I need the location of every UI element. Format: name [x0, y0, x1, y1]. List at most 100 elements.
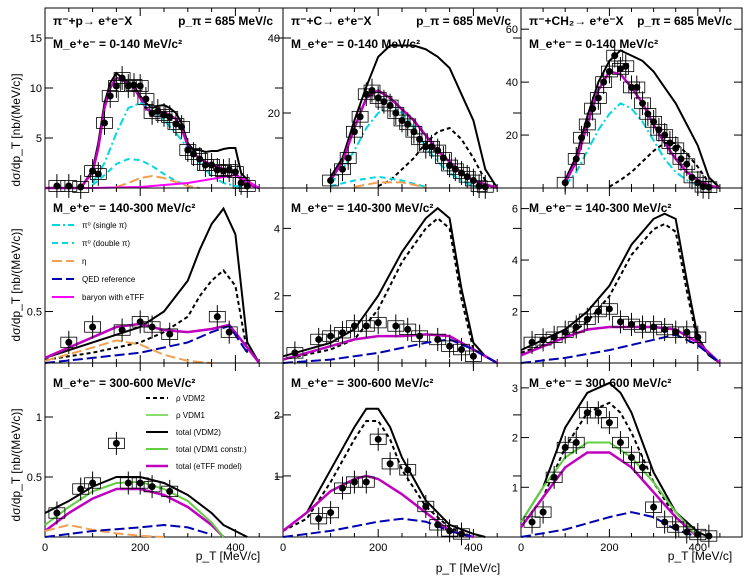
panel-ch2-low: 20 40 60 M_e⁺e⁻ = 0-140 MeV/c² π⁻+CH₂→ e⁺e⁻X… — [506, 7, 743, 200]
y-tick-label: 0.5 — [27, 307, 42, 319]
data-point — [362, 478, 370, 486]
xlabel-right: p_T [MeV/c] — [668, 549, 732, 563]
panel-frame — [44, 7, 284, 189]
data-point — [639, 463, 647, 471]
series-rho_vdm2 — [44, 268, 249, 361]
data-point — [561, 444, 569, 452]
series-total_etff — [44, 322, 261, 364]
data-point — [539, 336, 547, 344]
y-tick-label: 10 — [30, 83, 42, 95]
panel-frame — [282, 7, 522, 189]
data-point — [362, 322, 370, 330]
series-rho_vdm2 — [282, 216, 475, 361]
data-point — [220, 167, 227, 175]
data-point — [172, 120, 180, 128]
data-point — [639, 323, 647, 331]
data-point — [683, 160, 691, 168]
series-qed — [44, 523, 212, 538]
reaction-title: π⁻+CH₂→ e⁺e⁻X — [529, 14, 624, 28]
data-point — [458, 346, 465, 354]
y-tick-label: 40 — [268, 33, 280, 45]
series-total_etff — [282, 474, 474, 539]
data-point — [374, 319, 382, 327]
data-point — [672, 328, 680, 336]
panel-ch2-high: 0 200 400 1 2 3 M_e⁺e⁻ = 300-600 MeV/c² — [512, 362, 743, 554]
data-point — [89, 167, 97, 175]
mass-bin-label: M_e⁺e⁻ = 300-600 MeV/c² — [529, 376, 671, 390]
data-point — [434, 335, 442, 343]
data-point — [350, 478, 358, 486]
legend-models: ρ VDM2 ρ VDM1 total (VDM2) total (VDM1 cons… — [146, 394, 247, 471]
legend-entry: total (eTFF model) — [176, 462, 242, 471]
data-point — [118, 326, 126, 334]
data-point — [327, 509, 335, 517]
data-point — [404, 466, 412, 474]
data-point — [231, 168, 239, 176]
data-point — [661, 326, 669, 334]
data-point — [148, 483, 156, 491]
ylabel-bottom: dσ/dp_T [nb/(MeV/c)] — [9, 408, 23, 521]
mass-bin-label: M_e⁺e⁻ = 0-140 MeV/c² — [291, 37, 420, 51]
data-point — [594, 409, 602, 417]
y-tick-label: 0.5 — [27, 472, 42, 484]
data-point — [339, 165, 346, 173]
data-point — [89, 323, 97, 331]
data-point — [528, 338, 536, 346]
xlabel-mid: p_T [MeV/c] — [436, 561, 500, 575]
panel-ch2-mid: 2 4 6 M_e⁺e⁻ = 140-300 MeV/c² — [512, 187, 743, 364]
data-point — [616, 318, 624, 326]
data-point — [583, 315, 591, 323]
data-point — [166, 487, 174, 495]
data-point — [616, 65, 624, 73]
data-point — [392, 322, 400, 330]
data-point — [77, 485, 85, 493]
data-point — [481, 183, 489, 191]
data-point — [94, 170, 102, 178]
data-point — [572, 439, 580, 447]
data-point — [327, 177, 335, 184]
panel-c-mid: 2 4 M_e⁺e⁻ = 140-300 MeV/c² — [274, 187, 522, 368]
y-tick-label: 20 — [506, 130, 518, 142]
y-tick-label: 4 — [274, 223, 280, 235]
data-point — [434, 521, 442, 529]
data-point — [142, 95, 150, 103]
legend-entry: π⁰ (single π) — [82, 221, 127, 230]
panel-p-high: 0 200 400 0.5 1 M_e⁺e⁻ = 300-600 MeV/c² — [27, 362, 284, 554]
data-point — [416, 332, 424, 340]
data-point — [213, 166, 221, 174]
series-eta — [44, 339, 212, 364]
data-point — [550, 333, 558, 341]
series-eta — [44, 523, 165, 538]
y-tick-label: 40 — [506, 77, 518, 89]
data-point — [628, 320, 635, 328]
data-point — [178, 123, 186, 131]
mass-bin-label: M_e⁺e⁻ = 140-300 MeV/c² — [53, 201, 195, 215]
data-point — [225, 166, 233, 174]
data-point — [528, 518, 536, 526]
series-total_vdm2 — [520, 212, 721, 364]
data-point — [458, 530, 465, 538]
data-point — [628, 453, 635, 461]
series-total_vdm2 — [44, 476, 248, 538]
data-point — [136, 82, 144, 90]
y-tick-label: 60 — [506, 24, 518, 36]
ylabel-mid: dσ/dp_T [nb/(MeV/c)] — [9, 228, 23, 341]
data-point — [661, 131, 669, 139]
legend-entry: total (VDM2) — [176, 428, 221, 437]
data-point — [572, 323, 580, 331]
data-point — [291, 349, 299, 357]
data-point — [112, 439, 120, 447]
x-tick-label: 400 — [464, 542, 482, 554]
reaction-title: π⁻+C→ e⁺e⁻X — [291, 14, 372, 28]
data-point — [616, 439, 624, 447]
data-point — [650, 118, 658, 126]
data-point — [350, 322, 358, 330]
data-point — [672, 523, 680, 531]
y-tick-label: 1 — [512, 482, 518, 494]
series-total_etff — [519, 451, 699, 538]
data-point — [600, 78, 608, 86]
data-point — [404, 325, 412, 333]
y-tick-label: 20 — [268, 108, 280, 120]
data-point — [583, 120, 591, 128]
